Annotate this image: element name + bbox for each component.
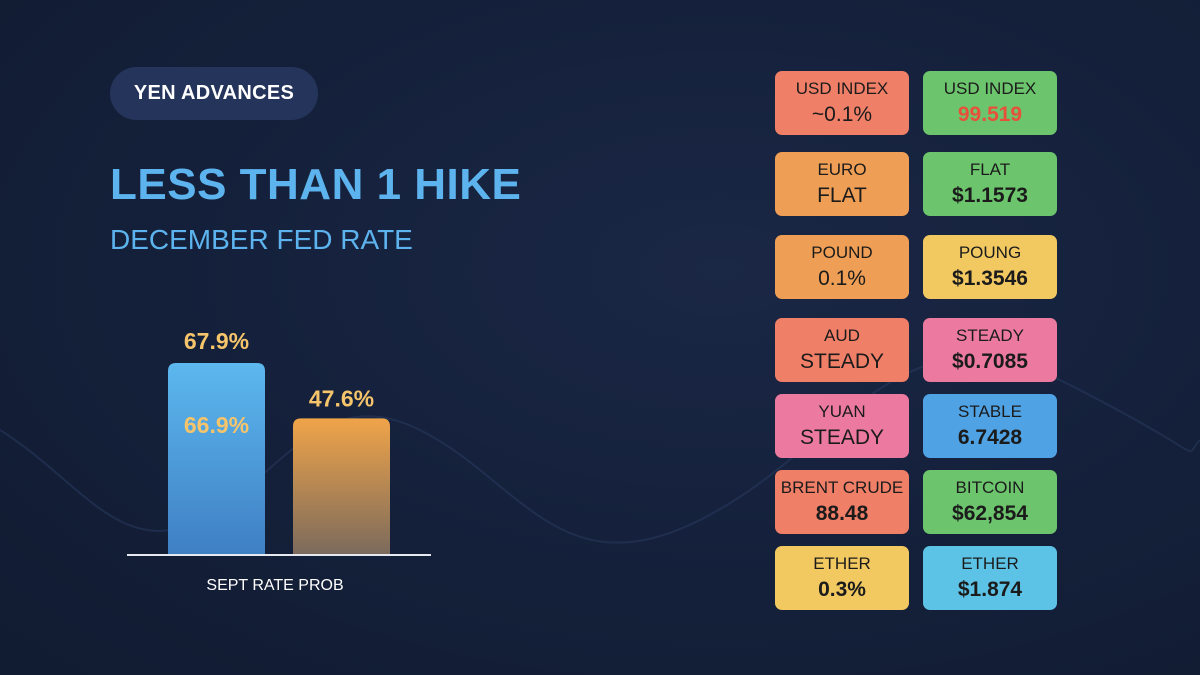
market-card-label: POUND — [811, 243, 873, 262]
market-card: STEADY $0.7085 — [923, 318, 1057, 382]
market-card-value: 6.7428 — [957, 426, 1023, 449]
market-card-value: 0.3% — [818, 578, 866, 601]
bar-1 — [293, 418, 390, 555]
market-card-value: 0.1% — [818, 267, 866, 290]
bar-0 — [168, 363, 265, 555]
bar-1-data-label: 47.6% — [309, 385, 374, 411]
market-card: ETHER $1.874 — [923, 546, 1057, 610]
market-card: POUNG $1.3546 — [923, 235, 1057, 299]
market-card: USD INDEX 99.519 — [923, 71, 1057, 135]
market-card-label: STABLE — [958, 402, 1022, 421]
page-title: LESS THAN 1 HIKE — [110, 160, 522, 209]
market-card-label: POUNG — [958, 243, 1022, 262]
market-card-value: STEADY — [799, 426, 885, 449]
market-card-label: ETHER — [961, 554, 1019, 573]
market-card-label: BRENT CRUDE — [780, 478, 904, 497]
market-card-value: $62,854 — [952, 502, 1028, 525]
headline-badge: YEN ADVANCES — [110, 67, 318, 120]
bar-0-data-label: 66.9% — [184, 412, 249, 438]
market-card: POUND 0.1% — [775, 235, 909, 299]
market-card: STABLE 6.7428 — [923, 394, 1057, 458]
market-card-label: FLAT — [969, 160, 1011, 179]
market-card-value: 88.48 — [815, 502, 869, 525]
bar-0-top-label: 67.9% — [184, 328, 249, 354]
market-card-label: ETHER — [813, 554, 871, 573]
market-card-label: USD INDEX — [795, 79, 889, 98]
market-card-value: $1.1573 — [952, 184, 1028, 207]
market-card-value: FLAT — [817, 184, 867, 207]
market-card-value: $0.7085 — [952, 350, 1028, 373]
market-card: BITCOIN $62,854 — [923, 470, 1057, 534]
market-card-value: ~0.1% — [811, 103, 873, 126]
market-card-label: EURO — [817, 160, 867, 179]
market-card: AUD STEADY — [775, 318, 909, 382]
x-axis-label: SEPT RATE PROB — [206, 577, 343, 594]
page-subtitle: DECEMBER FED RATE — [110, 224, 413, 255]
market-card-value: $1.874 — [957, 578, 1023, 601]
market-card-label: BITCOIN — [955, 478, 1025, 497]
market-card: ETHER 0.3% — [775, 546, 909, 610]
market-card-label: USD INDEX — [943, 79, 1037, 98]
market-card: FLAT $1.1573 — [923, 152, 1057, 216]
market-card-value: STEADY — [799, 350, 885, 373]
market-card-value: 99.519 — [957, 103, 1023, 126]
market-card-label: AUD — [824, 326, 860, 345]
market-card: USD INDEX ~0.1% — [775, 71, 909, 135]
market-card-label: STEADY — [955, 326, 1025, 345]
market-card-value: $1.3546 — [952, 267, 1028, 290]
market-card: YUAN STEADY — [775, 394, 909, 458]
market-card-label: YUAN — [818, 402, 866, 421]
market-card: BRENT CRUDE 88.48 — [775, 470, 909, 534]
market-card: EURO FLAT — [775, 152, 909, 216]
